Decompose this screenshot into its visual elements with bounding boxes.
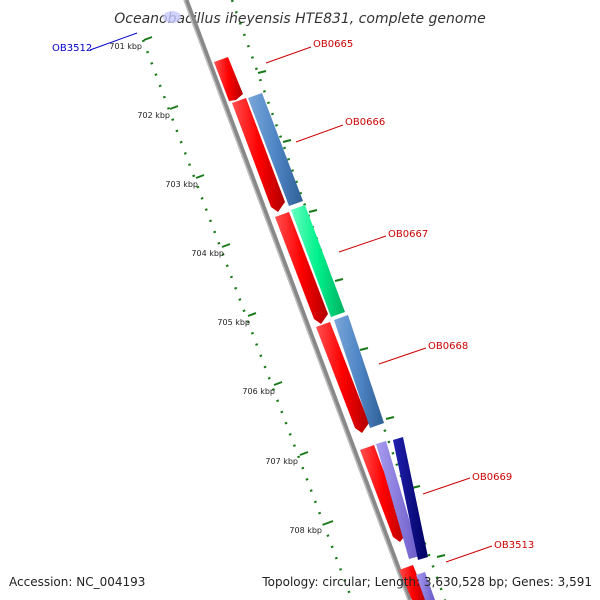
gene-label-ob0666[interactable]: OB0666 [345,117,385,128]
tick-708 [324,520,334,525]
tick-label-707: 707 kbp [265,457,298,466]
accession-text: Accession: NC_004193 [9,575,145,589]
feature-ob0667-green[interactable] [291,205,345,317]
feature-ob0666-blue[interactable] [248,93,303,206]
gene-label-ob0668[interactable]: OB0668 [428,341,468,352]
tick-705 [247,312,257,317]
red-cds-track [214,57,427,600]
tick-706 [273,381,283,386]
label-leaders [89,32,493,563]
tick-707 [299,451,309,456]
tick-702 [169,105,179,110]
feature-ob3512-marker[interactable] [163,11,181,23]
map-title: Oceanobacillus iheyensis HTE831, complet… [114,11,485,27]
gene-label-ob0669[interactable]: OB0669 [472,472,512,483]
gene-ob0665[interactable] [214,57,243,101]
genome-backbone-highlight [183,0,409,600]
genome-summary-text: Topology: circular; Length: 3,630,528 bp… [261,575,592,589]
feature-ob0668-blue[interactable] [334,315,384,428]
gene-ob0668[interactable] [316,322,369,433]
feature-ob0669-navy[interactable] [393,437,428,560]
tick-label-702: 702 kbp [137,111,170,120]
tick-704 [221,243,231,248]
tick-701 [143,36,153,41]
gene-label-ob3513[interactable]: OB3513 [494,540,534,551]
tick-703 [195,174,205,179]
feature-ob0669-lavender[interactable] [376,441,420,559]
tick-label-701: 701 kbp [109,42,142,51]
gene-ob0669[interactable] [360,445,407,542]
tick-label-704: 704 kbp [191,249,224,258]
tick-label-705: 705 kbp [217,318,250,327]
tick-label-708: 708 kbp [289,526,322,535]
genome-backbone [183,0,413,600]
tick-label-703: 703 kbp [165,180,198,189]
gene-label-ob0667[interactable]: OB0667 [388,229,428,240]
tick-label-706: 706 kbp [242,387,275,396]
feature-track [248,93,435,600]
gene-label-ob0665[interactable]: OB0665 [313,39,353,50]
feature-ob3513-lavender[interactable] [416,572,435,600]
gene-ob0666[interactable] [232,98,285,212]
gene-ob0667[interactable] [275,212,328,324]
gene-labels: OB3512 OB0665 OB0666 OB0667 OB0668 OB066… [52,39,534,551]
gene-ob3513[interactable] [399,565,427,600]
gene-label-ob3512[interactable]: OB3512 [52,43,92,54]
kbp-ticks: 701 kbp 702 kbp 703 kbp 704 kbp 705 kbp … [109,36,334,535]
outer-ticks [257,70,446,558]
